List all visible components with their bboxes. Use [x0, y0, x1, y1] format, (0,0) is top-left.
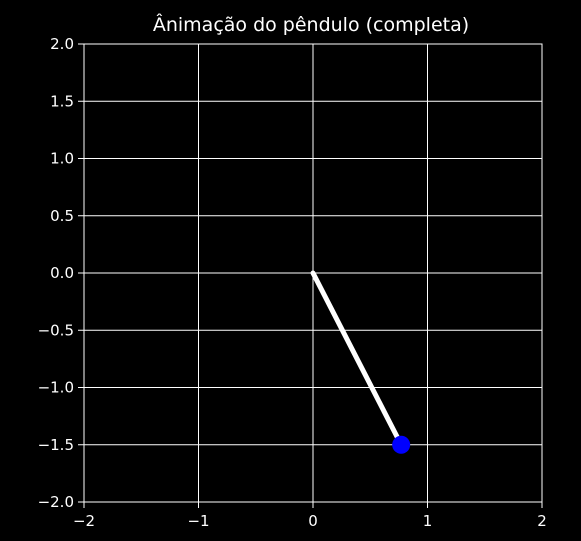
x-tick-label-0: −2	[73, 512, 95, 530]
x-tick-label-2: 0	[308, 512, 318, 530]
y-tick-label-3: −0.5	[38, 321, 74, 339]
pendulum-bob	[392, 435, 411, 454]
x-axis: −2 −1 0 1 2	[73, 502, 547, 530]
y-tick-label-6: 1.0	[50, 150, 74, 168]
y-tick-label-0: −2.0	[38, 493, 74, 511]
pendulum-rod	[310, 270, 404, 448]
y-tick-label-7: 1.5	[50, 92, 74, 110]
x-tick-label-1: −1	[187, 512, 209, 530]
y-tick-label-1: −1.5	[38, 436, 74, 454]
x-tick-label-4: 2	[537, 512, 547, 530]
y-tick-label-5: 0.5	[50, 207, 74, 225]
x-tick-label-3: 1	[423, 512, 433, 530]
y-tick-label-4: 0.0	[50, 264, 74, 282]
plot-series	[310, 270, 411, 454]
y-tick-label-2: −1.0	[38, 379, 74, 397]
y-axis: −2.0 −1.5 −1.0 −0.5 0.0 0.5 1.0 1.5 2.0	[38, 35, 84, 511]
y-tick-label-8: 2.0	[50, 35, 74, 53]
chart-title: Ânimação do pêndulo (completa)	[153, 13, 469, 36]
